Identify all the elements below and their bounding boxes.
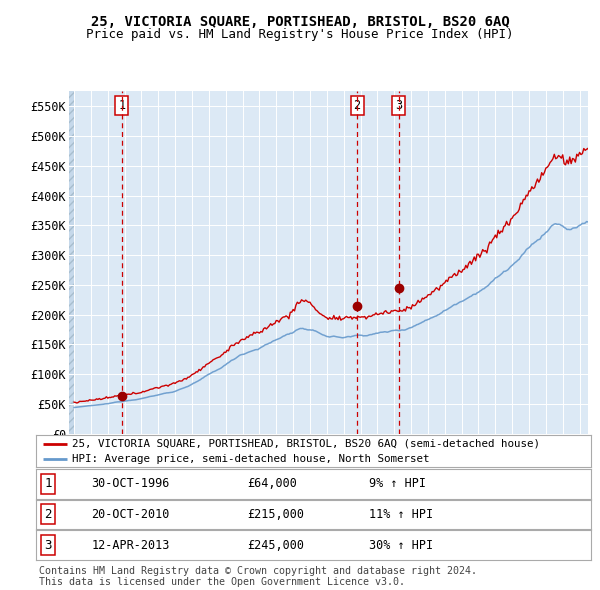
Text: £245,000: £245,000 xyxy=(247,539,304,552)
Text: 20-OCT-2010: 20-OCT-2010 xyxy=(92,508,170,521)
Text: 25, VICTORIA SQUARE, PORTISHEAD, BRISTOL, BS20 6AQ (semi-detached house): 25, VICTORIA SQUARE, PORTISHEAD, BRISTOL… xyxy=(72,438,540,448)
Text: 25, VICTORIA SQUARE, PORTISHEAD, BRISTOL, BS20 6AQ: 25, VICTORIA SQUARE, PORTISHEAD, BRISTOL… xyxy=(91,15,509,29)
Text: 1: 1 xyxy=(118,99,125,112)
Text: 3: 3 xyxy=(395,99,403,112)
Text: £64,000: £64,000 xyxy=(247,477,297,490)
Text: 2: 2 xyxy=(353,99,361,112)
Text: 11% ↑ HPI: 11% ↑ HPI xyxy=(369,508,433,521)
Text: 9% ↑ HPI: 9% ↑ HPI xyxy=(369,477,426,490)
Text: This data is licensed under the Open Government Licence v3.0.: This data is licensed under the Open Gov… xyxy=(39,577,405,587)
Text: HPI: Average price, semi-detached house, North Somerset: HPI: Average price, semi-detached house,… xyxy=(72,454,430,464)
Text: 3: 3 xyxy=(44,539,52,552)
Text: Contains HM Land Registry data © Crown copyright and database right 2024.: Contains HM Land Registry data © Crown c… xyxy=(39,566,477,576)
Text: £215,000: £215,000 xyxy=(247,508,304,521)
Text: Price paid vs. HM Land Registry's House Price Index (HPI): Price paid vs. HM Land Registry's House … xyxy=(86,28,514,41)
Text: 30% ↑ HPI: 30% ↑ HPI xyxy=(369,539,433,552)
Text: 2: 2 xyxy=(44,508,52,521)
Text: 1: 1 xyxy=(44,477,52,490)
Text: 30-OCT-1996: 30-OCT-1996 xyxy=(92,477,170,490)
Text: 12-APR-2013: 12-APR-2013 xyxy=(92,539,170,552)
